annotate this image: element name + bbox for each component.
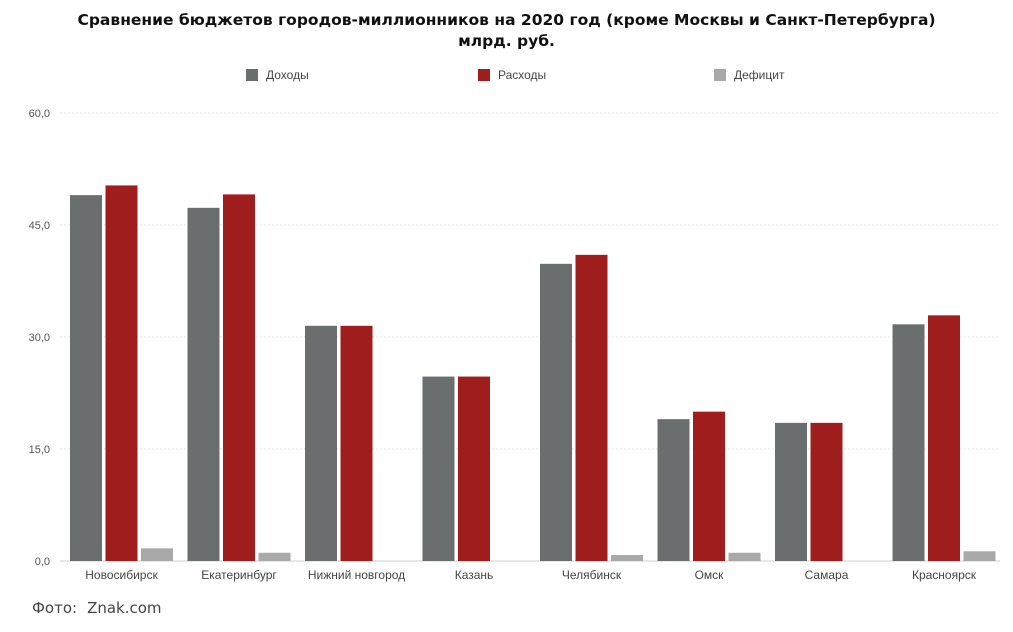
bar-deficit: [728, 552, 761, 561]
x-tick-label: Новосибирск: [85, 568, 158, 582]
legend-swatch-deficit: [714, 69, 726, 81]
caption-label: Фото:: [32, 599, 78, 617]
bar-income: [187, 207, 220, 561]
bar-income: [657, 419, 690, 561]
bar-income: [70, 195, 102, 561]
bar-income: [892, 324, 925, 561]
x-tick-label: Нижний новгород: [308, 568, 405, 582]
y-tick-label: 60,0: [29, 108, 50, 120]
bar-expenses: [693, 411, 725, 561]
bar-deficit: [611, 555, 643, 561]
chart-title: Сравнение бюджетов городов-миллионников …: [0, 10, 1013, 52]
bar-income: [305, 325, 337, 561]
x-tick-label: Казань: [455, 568, 494, 582]
legend-label-expenses: Расходы: [498, 68, 547, 82]
bar-deficit: [258, 552, 291, 561]
bar-deficit: [141, 548, 173, 561]
y-tick-label: 0,0: [35, 556, 50, 568]
photo-caption: Фото: Znak.com: [32, 599, 162, 617]
x-tick-label: Челябинск: [562, 568, 622, 582]
bar-expenses: [340, 325, 373, 561]
chart-title-line-1: Сравнение бюджетов городов-миллионников …: [77, 11, 936, 29]
legend-item-income[interactable]: Доходы: [246, 68, 309, 82]
x-tick-label: Омск: [695, 568, 725, 582]
legend-swatch-income: [246, 69, 258, 81]
legend-item-deficit[interactable]: Дефицит: [714, 68, 784, 82]
bar-deficit: [963, 551, 996, 561]
legend-item-expenses[interactable]: Расходы: [478, 68, 546, 82]
x-tick-label: Красноярск: [912, 568, 977, 582]
caption-source: Znak.com: [87, 599, 162, 617]
legend-label-income: Доходы: [266, 68, 309, 82]
y-tick-label: 30,0: [29, 332, 50, 344]
bar-income: [775, 422, 807, 561]
bar-expenses: [105, 185, 138, 561]
bar-expenses: [810, 422, 843, 561]
legend-label-deficit: Дефицит: [734, 68, 785, 82]
chart-title-line-2: млрд. руб.: [458, 32, 555, 50]
chart-legend: Доходы Расходы Дефицит: [0, 68, 1013, 88]
bar-income: [540, 263, 572, 561]
bar-income: [422, 376, 455, 561]
bar-expenses: [928, 315, 960, 561]
y-tick-label: 15,0: [29, 444, 50, 456]
bar-expenses: [458, 376, 490, 561]
y-tick-label: 45,0: [29, 220, 50, 232]
legend-swatch-expenses: [478, 69, 490, 81]
x-tick-label: Самара: [805, 568, 849, 582]
x-tick-label: Екатеринбург: [201, 568, 277, 582]
bar-expenses: [575, 254, 608, 561]
bar-expenses: [223, 194, 255, 562]
